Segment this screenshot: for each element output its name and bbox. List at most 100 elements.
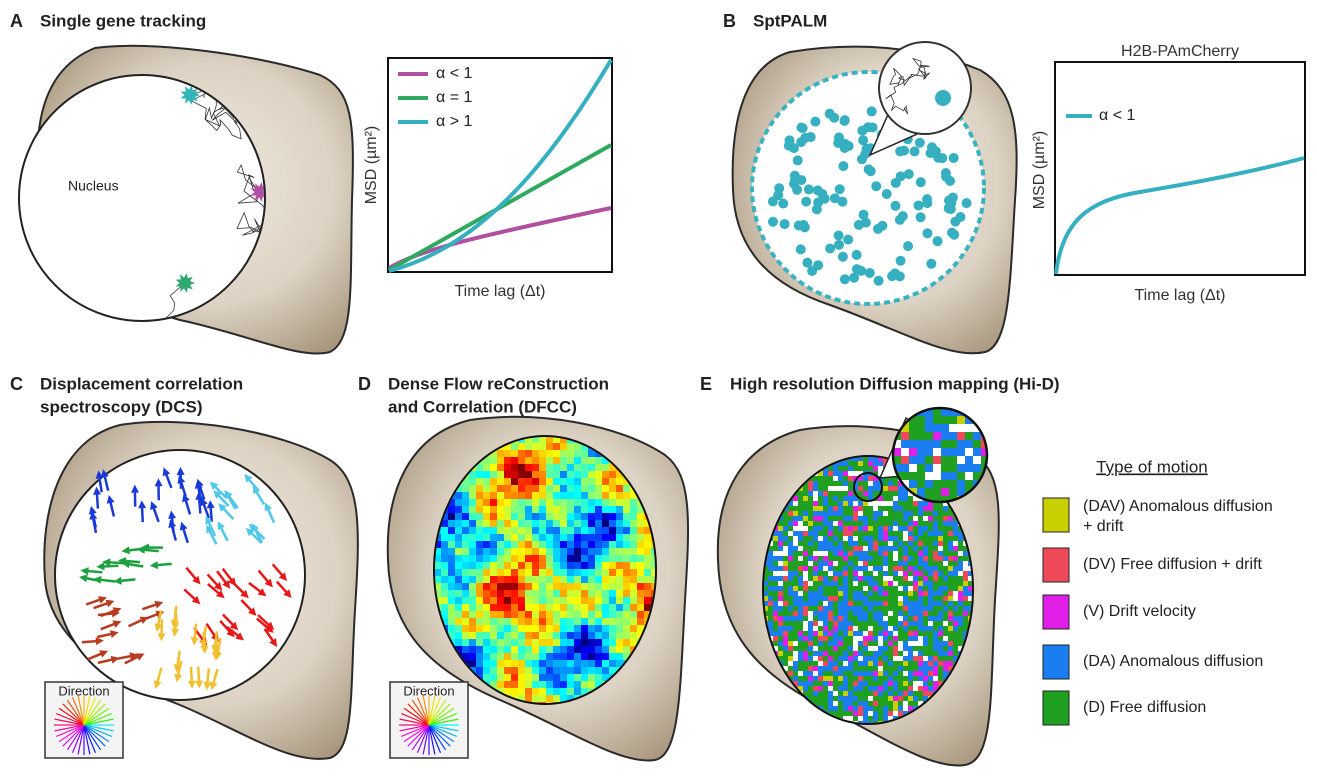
map-cell (483, 653, 491, 661)
map-cell (843, 651, 848, 656)
map-cell (928, 571, 933, 576)
map-cell (868, 551, 873, 556)
map-cell (630, 590, 638, 598)
map-cell (828, 701, 833, 706)
map-cell (953, 551, 958, 556)
map-cell (908, 566, 913, 571)
map-cell (965, 472, 973, 480)
map-cell (873, 661, 878, 666)
map-cell (863, 506, 868, 511)
map-cell (843, 476, 848, 481)
map-cell (913, 626, 918, 631)
map-cell (588, 471, 596, 479)
map-cell (813, 561, 818, 566)
map-cell (808, 621, 813, 626)
map-cell (908, 591, 913, 596)
map-cell (798, 606, 803, 611)
map-cell (483, 485, 491, 493)
map-cell (898, 596, 903, 601)
map-cell (953, 611, 958, 616)
map-cell (773, 591, 778, 596)
map-cell (878, 581, 883, 586)
map-cell (539, 688, 547, 696)
map-cell (644, 555, 652, 563)
map-cell (943, 516, 948, 521)
map-cell (878, 706, 883, 711)
map-cell (441, 562, 449, 570)
map-cell (778, 551, 783, 556)
map-cell (963, 601, 968, 606)
map-cell (803, 581, 808, 586)
map-cell (623, 506, 631, 514)
map-cell (948, 561, 953, 566)
map-cell (903, 621, 908, 626)
map-cell (948, 551, 953, 556)
map-cell (455, 604, 463, 612)
map-cell (581, 569, 589, 577)
map-cell (888, 691, 893, 696)
map-cell (637, 569, 645, 577)
map-cell (933, 526, 938, 531)
map-cell (898, 636, 903, 641)
map-cell (504, 471, 512, 479)
map-cell (848, 611, 853, 616)
map-cell (560, 443, 568, 451)
map-cell (808, 526, 813, 531)
map-cell (798, 571, 803, 576)
map-cell (504, 457, 512, 465)
map-cell (898, 676, 903, 681)
localization (840, 139, 850, 149)
map-cell (783, 636, 788, 641)
map-cell (903, 526, 908, 531)
map-cell (893, 596, 898, 601)
map-cell (511, 471, 519, 479)
map-cell (883, 661, 888, 666)
map-cell (462, 534, 470, 542)
map-cell (553, 464, 561, 472)
map-cell (455, 492, 463, 500)
map-cell (833, 616, 838, 621)
map-cell (873, 486, 878, 491)
map-cell (878, 691, 883, 696)
map-cell (588, 667, 596, 675)
map-cell (873, 561, 878, 566)
map-cell (813, 506, 818, 511)
map-cell (532, 541, 540, 549)
map-cell (913, 591, 918, 596)
map-cell (462, 604, 470, 612)
map-cell (948, 556, 953, 561)
map-cell (532, 499, 540, 507)
map-cell (878, 701, 883, 706)
map-cell (546, 562, 554, 570)
map-cell (595, 506, 603, 514)
map-cell (448, 513, 456, 521)
map-cell (853, 556, 858, 561)
map-cell (803, 646, 808, 651)
map-cell (768, 591, 773, 596)
map-cell (483, 464, 491, 472)
legend-label: (DA) Anomalous diffusion (1083, 653, 1263, 670)
map-cell (788, 706, 793, 711)
map-cell (793, 696, 798, 701)
map-cell (560, 457, 568, 465)
map-cell (818, 506, 823, 511)
map-cell (838, 601, 843, 606)
map-cell (788, 581, 793, 586)
map-cell (925, 416, 933, 424)
map-cell (953, 586, 958, 591)
map-cell (783, 601, 788, 606)
map-cell (553, 604, 561, 612)
map-cell (462, 646, 470, 654)
map-cell (808, 681, 813, 686)
map-cell (923, 591, 928, 596)
map-cell (778, 586, 783, 591)
map-cell (783, 576, 788, 581)
map-cell (963, 591, 968, 596)
map-cell (898, 591, 903, 596)
map-cell (838, 516, 843, 521)
map-cell (853, 606, 858, 611)
map-cell (848, 461, 853, 466)
map-cell (497, 576, 505, 584)
map-cell (609, 590, 617, 598)
map-cell (490, 674, 498, 682)
